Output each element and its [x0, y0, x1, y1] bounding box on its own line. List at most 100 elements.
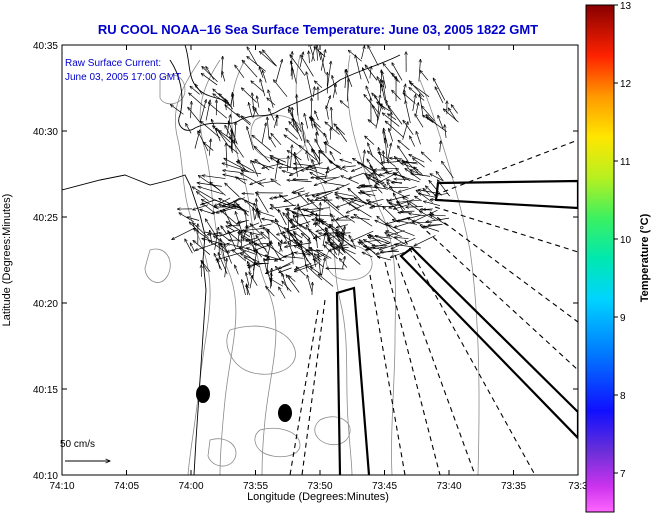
- current-vector: [376, 249, 398, 254]
- current-vector: [394, 174, 420, 183]
- current-vector: [316, 223, 326, 233]
- current-vector: [415, 196, 422, 202]
- current-vector: [316, 235, 317, 249]
- current-vector: [205, 100, 210, 121]
- current-vector: [368, 198, 384, 203]
- y-axis-label: Latitude (Degrees:Minutes): [1, 194, 13, 327]
- current-vector: [299, 145, 318, 161]
- current-vector: [267, 270, 272, 284]
- current-vector: [314, 81, 323, 88]
- current-vector: [226, 226, 236, 232]
- current-vector: [440, 141, 441, 152]
- current-vector: [279, 287, 286, 299]
- current-vector: [315, 139, 322, 152]
- current-vector: [210, 230, 213, 245]
- current-vector: [361, 46, 364, 60]
- current-vector: [200, 121, 221, 139]
- colorbar-tick-label: 13: [620, 1, 632, 12]
- current-vector: [294, 155, 302, 168]
- current-vector: [362, 150, 365, 165]
- current-vector: [389, 194, 411, 201]
- current-vector: [330, 244, 344, 256]
- current-vector: [238, 232, 262, 247]
- current-vector: [301, 55, 314, 77]
- current-vector: [341, 176, 359, 184]
- current-vector: [290, 55, 306, 76]
- current-vector: [268, 90, 274, 108]
- current-vector: [421, 152, 432, 162]
- current-vector: [397, 214, 421, 221]
- current-vector: [396, 168, 406, 182]
- current-vector: [336, 224, 348, 228]
- current-vector: [401, 163, 419, 171]
- current-vector: [368, 46, 379, 66]
- current-vector: [185, 239, 193, 254]
- current-vector: [398, 146, 409, 162]
- current-vector: [315, 111, 319, 121]
- current-vector: [394, 244, 421, 249]
- current-vector: [325, 242, 337, 250]
- current-vector: [336, 214, 350, 219]
- current-vector: [270, 156, 286, 163]
- current-vector: [198, 131, 209, 152]
- current-vector: [394, 220, 415, 227]
- current-vector: [201, 261, 208, 272]
- current-vector: [435, 192, 449, 195]
- colorbar-ticks: 13 12 11 10 9 8 7: [614, 1, 632, 480]
- current-vector: [321, 258, 325, 276]
- current-vector: [388, 105, 403, 125]
- current-vector: [270, 204, 297, 208]
- current-vector: [335, 194, 361, 207]
- current-vector: [227, 244, 252, 251]
- current-vector: [321, 222, 330, 228]
- current-vector: [370, 204, 382, 209]
- current-vector: [445, 125, 446, 138]
- current-vector: [299, 208, 310, 226]
- current-vector: [283, 231, 287, 242]
- current-vector: [259, 67, 264, 78]
- current-vector: [315, 191, 333, 200]
- current-vector: [389, 128, 394, 142]
- current-vector: [375, 104, 382, 129]
- current-vector: [421, 106, 435, 122]
- x-tick-label: 73:55: [243, 481, 268, 492]
- current-vector: [351, 166, 363, 171]
- current-vector: [284, 228, 302, 244]
- current-vector: [348, 50, 363, 62]
- current-vector: [262, 70, 267, 83]
- current-vector: [405, 101, 411, 124]
- map-title: RU COOL NOAA–16 Sea Surface Temperature:…: [98, 22, 538, 37]
- current-vector: [305, 190, 332, 196]
- current-vector: [262, 50, 277, 67]
- current-vector: [199, 100, 206, 123]
- current-vector: [220, 244, 229, 255]
- current-vector: [324, 200, 346, 219]
- dashed-beam-lines: [289, 139, 578, 475]
- current-vector: [286, 214, 296, 228]
- current-vector: [364, 94, 380, 114]
- current-vector: [235, 65, 245, 78]
- current-vector: [348, 203, 372, 218]
- current-vector: [201, 73, 218, 86]
- radar-coverage-lines: [289, 139, 578, 475]
- current-vector: [225, 105, 241, 118]
- current-vector: [242, 194, 255, 195]
- current-vector: [249, 276, 252, 289]
- x-tick-label: 74:05: [114, 481, 139, 492]
- current-vector: [235, 212, 242, 232]
- current-vector: [426, 117, 447, 132]
- current-vector: [409, 88, 425, 101]
- current-vector: [377, 257, 392, 261]
- current-vector: [284, 135, 301, 147]
- current-vector: [369, 175, 385, 184]
- current-vector: [306, 168, 325, 176]
- current-vector: [220, 210, 237, 225]
- current-vector: [252, 250, 257, 271]
- current-vector: [355, 55, 362, 80]
- current-vector: [225, 125, 231, 137]
- current-vector: [366, 242, 391, 250]
- current-vector: [205, 219, 218, 238]
- y-tick-label: 40:25: [33, 213, 58, 224]
- current-vector: [316, 45, 322, 61]
